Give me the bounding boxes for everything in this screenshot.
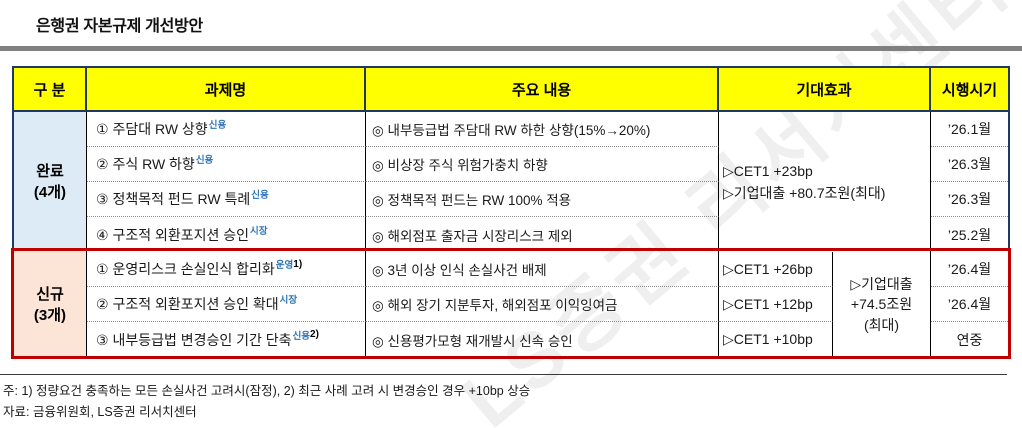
task-text: ② 주식 RW 하향 bbox=[96, 156, 195, 172]
timing-cell: ’26.4월 bbox=[931, 252, 1008, 287]
effect-cell-new-merged: ▷기업대출 +74.5조원 (최대) bbox=[833, 252, 931, 357]
group-done-count: (4개) bbox=[33, 184, 67, 201]
timing-cell: ’26.1월 bbox=[931, 112, 1008, 147]
effect-cell: ▷CET1 +12bp bbox=[719, 287, 833, 322]
content-cell: ◎ 내부등급법 주담대 RW 하한 상향(15%→20%) bbox=[366, 112, 719, 147]
task-superscript: 신용 bbox=[251, 190, 269, 201]
task-superscript: 시장 bbox=[279, 295, 298, 306]
content-cell: ◎ 비상장 주식 위험가충치 하향 bbox=[366, 147, 719, 182]
task-cell: ③ 정책목적 펀드 RW 특례 신용 bbox=[87, 182, 366, 217]
task-cell: ② 주식 RW 하향 신용 bbox=[87, 147, 366, 182]
footer-divider bbox=[0, 374, 1007, 375]
task-cell: ④ 구조적 외환포지션 승인 시장 bbox=[87, 217, 366, 252]
task-text: ④ 구조적 외환포지션 승인 bbox=[96, 226, 250, 243]
effect-cell-done-merged: ▷CET1 +23bp ▷기업대출 +80.7조원(최대) bbox=[719, 112, 931, 252]
task-text: ③ 내부등급법 변경승인 기간 단축 bbox=[96, 331, 292, 348]
task-cell: ③ 내부등급법 변경승인 기간 단축 신용 2) bbox=[87, 322, 366, 357]
task-note-ref: 2) bbox=[310, 329, 319, 340]
task-superscript: 신용 bbox=[195, 155, 214, 166]
content-cell: ◎ 신용평가모형 재개발시 신속 승인 bbox=[366, 322, 719, 357]
task-text: ③ 정책목적 펀드 RW 특례 bbox=[96, 191, 251, 207]
timing-cell: ’26.3월 bbox=[931, 182, 1008, 217]
timing-cell: 연중 bbox=[956, 331, 983, 348]
regulation-table: 구 분 과제명 주요 내용 기대효과 시행시기 완료 (4개) 신규 (3개) … bbox=[12, 66, 1010, 359]
footnote: 주: 1) 정량요건 충족하는 모든 손실사건 고려시(잠정), 2) 최근 사… bbox=[3, 384, 531, 398]
group-new-count: (3개) bbox=[33, 306, 67, 324]
task-text: ① 운영리스크 손실인식 합리화 bbox=[96, 261, 275, 277]
group-cell-done: 완료 (4개) bbox=[14, 112, 87, 252]
task-superscript: 신용 bbox=[292, 330, 311, 342]
content-cell: ◎ 해외점포 출자금 시장리스크 제외 bbox=[366, 217, 719, 252]
task-note-ref: 1) bbox=[293, 258, 303, 270]
group-cell-new: 신규 (3개) bbox=[14, 252, 87, 357]
timing-cell: ’26.4월 bbox=[931, 287, 1008, 322]
task-cell: ① 운영리스크 손실인식 합리화 운영 1) bbox=[87, 252, 366, 287]
effect-cell: ▷CET1 +26bp bbox=[719, 252, 833, 287]
timing-cell: ’26.3월 bbox=[931, 147, 1008, 182]
effect-cell: ▷CET1 +10bp bbox=[719, 322, 833, 357]
task-superscript: 시장 bbox=[250, 225, 268, 237]
title-underline bbox=[0, 46, 1022, 51]
header-task: 과제명 bbox=[87, 68, 366, 112]
header-category: 구 분 bbox=[14, 68, 87, 112]
task-superscript: 운영 bbox=[275, 260, 294, 271]
header-timing: 시행시기 bbox=[931, 68, 1008, 112]
task-text: ② 구조적 외환포지션 승인 확대 bbox=[96, 296, 279, 312]
content-cell: ◎ 정책목적 펀드는 RW 100% 적용 bbox=[366, 182, 719, 217]
header-effect: 기대효과 bbox=[719, 68, 931, 112]
timing-cell: ’25.2월 bbox=[947, 226, 992, 243]
page-title: 은행권 자본규제 개선방안 bbox=[36, 18, 203, 35]
group-done-label: 완료 bbox=[36, 163, 64, 180]
content-cell: ◎ 3년 이상 인식 손실사건 배제 bbox=[366, 252, 719, 287]
task-text: ① 주담대 RW 상향 bbox=[96, 121, 208, 137]
header-content: 주요 내용 bbox=[366, 68, 719, 112]
task-cell: ① 주담대 RW 상향 신용 bbox=[87, 112, 366, 147]
content-cell: ◎ 해외 장기 지분투자, 해외점포 이익잉여금 bbox=[366, 287, 719, 322]
source-note: 자료: 금융위원회, LS증권 리서치센터 bbox=[3, 405, 197, 419]
group-new-label: 신규 bbox=[36, 285, 64, 303]
task-superscript: 신용 bbox=[208, 120, 227, 131]
task-cell: ② 구조적 외환포지션 승인 확대 시장 bbox=[87, 287, 366, 322]
